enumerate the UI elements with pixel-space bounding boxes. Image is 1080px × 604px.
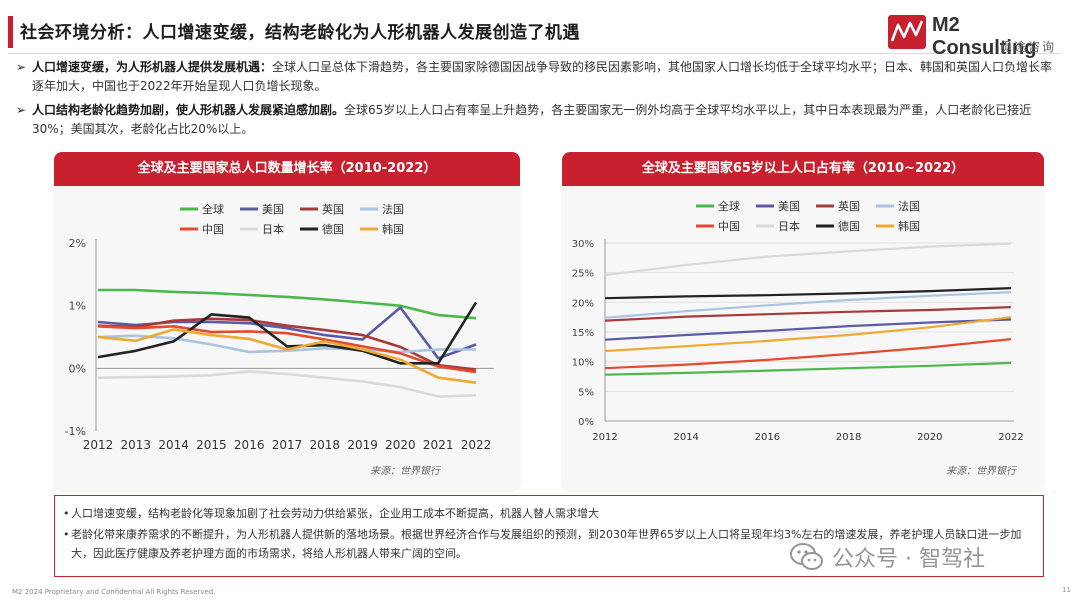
legend-label: 美国 [778, 200, 800, 213]
y-tick-label: 20% [572, 298, 594, 309]
arrow-icon: ➢ [16, 103, 27, 117]
title-divider [8, 53, 1060, 54]
y-tick-label: 15% [572, 328, 594, 339]
chart-source: 来源：世界银行 [946, 466, 1016, 477]
legend-label: 法国 [382, 202, 404, 216]
x-tick-label: 2020 [917, 432, 942, 443]
legend-label: 韩国 [382, 222, 404, 236]
chart-title: 全球及主要国家65岁以上人口占有率（2010~2022） [562, 152, 1044, 186]
m2-logo-icon [888, 15, 926, 49]
legend-label: 全球 [718, 199, 740, 213]
series-line [604, 242, 1012, 277]
x-tick-label: 2022 [461, 438, 492, 452]
bullet-lead: 人口结构老龄化趋势加剧，使人形机器人发展紧迫感加剧。 [32, 103, 345, 117]
x-tick-label: 2017 [272, 438, 303, 452]
y-tick-label: 30% [572, 239, 594, 250]
summary-text: 老龄化带来康养需求的不断提升，为人形机器人提供新的落地场景。根据世界经济合作与发… [71, 528, 1022, 560]
x-tick-label: 2014 [673, 432, 698, 443]
bullet-text: 全球人口呈总体下滑趋势，各主要国家除德国因战争导致的移民因素影响，其他国家人口增… [32, 60, 1053, 93]
x-tick-label: 2019 [347, 438, 378, 452]
y-tick-label: 0% [578, 417, 594, 428]
summary-item: • 人口增速变缓，结构老龄化等现象加剧了社会劳动力供给紧张，企业用工成本不断提高，… [63, 504, 1031, 523]
series-line [604, 361, 1012, 376]
watermark: 公众号 · 智驾社 [790, 540, 985, 574]
chart-card-aging-share: 全球及主要国家65岁以上人口占有率（2010~2022） 全球 美国 英国 法国中国 日… [562, 152, 1044, 490]
y-tick-label: 2% [69, 237, 86, 250]
bullet-lead: 人口增速变缓，为人形机器人提供发展机遇： [32, 60, 273, 74]
bullet-point: ➢ 人口增速变缓，为人形机器人提供发展机遇：全球人口呈总体下滑趋势，各主要国家除… [16, 58, 1056, 96]
summary-item: • 老龄化带来康养需求的不断提升，为人形机器人提供新的落地场景。根据世界经济合作与… [63, 525, 1031, 563]
series-line [604, 316, 1012, 353]
footer-copyright: M2 2024 Proprietary and Confidential All… [12, 588, 216, 596]
chart-source: 来源：世界银行 [370, 466, 440, 477]
legend-label: 英国 [322, 202, 344, 216]
arrow-icon: ➢ [16, 60, 27, 74]
series-line [97, 328, 477, 384]
y-tick-label: 5% [578, 387, 594, 398]
x-tick-label: 2018 [310, 438, 341, 452]
series-line [604, 338, 1012, 370]
bullet-dot-icon: • [63, 507, 70, 520]
title-accent-bar [8, 16, 13, 48]
x-tick-label: 2014 [158, 438, 189, 452]
x-tick-label: 2012 [83, 438, 114, 452]
chart-card-population-growth: 全球及主要国家总人口数量增长率（2010-2022） 全球 美国 英国 法国中国 日本 德… [54, 152, 520, 490]
legend-label: 韩国 [898, 219, 920, 233]
series-line [97, 334, 476, 354]
logo-name: M2 Consulting [932, 14, 1037, 59]
series-line [604, 306, 1012, 322]
chart-title: 全球及主要国家总人口数量增长率（2010-2022） [54, 152, 520, 186]
bullet-point: ➢ 人口结构老龄化趋势加剧，使人形机器人发展紧迫感加剧。全球65岁以上人口占有率… [16, 101, 1056, 139]
legend-label: 英国 [838, 199, 860, 213]
series-line [97, 370, 477, 398]
legend-label: 德国 [838, 219, 860, 233]
legend-label: 全球 [202, 202, 224, 216]
x-tick-label: 2016 [755, 432, 780, 443]
series-line [604, 318, 1012, 341]
y-tick-label: 25% [572, 269, 594, 280]
y-tick-label: 10% [572, 358, 594, 369]
bullet-text: 全球65岁以上人口占有率呈上升趋势，各主要国家无一例外均高于全球平均水平以上，其… [32, 103, 1032, 136]
x-tick-label: 2022 [998, 432, 1023, 443]
legend-label: 日本 [778, 219, 800, 233]
chart-body: 全球 美国 英国 法国中国 日本 德国 韩国 30% 25% 20% 15% 10% 5% 0% 2012 2… [562, 186, 1044, 490]
chart-body: 全球 美国 英国 法国中国 日本 德国 韩国 2% 1% 0% -1% 2012 2013 2014 201… [54, 186, 520, 490]
y-tick-label: 0% [69, 362, 86, 375]
series-line [97, 325, 477, 374]
bullet-dot-icon: • [63, 528, 70, 541]
legend-label: 法国 [898, 199, 920, 213]
x-tick-label: 2021 [423, 438, 454, 452]
watermark-text: 公众号 · 智驾社 [832, 547, 985, 572]
series-line [98, 288, 477, 320]
legend-label: 中国 [718, 220, 740, 233]
series-line [97, 317, 477, 371]
page-title: 社会环境分析：人口增速变缓，结构老龄化为人形机器人发展创造了机遇 [20, 23, 580, 43]
wechat-icon [790, 543, 823, 570]
x-tick-label: 2013 [121, 438, 152, 452]
x-tick-label: 2012 [592, 432, 617, 443]
series-line [604, 291, 1012, 319]
series-line [604, 287, 1012, 300]
summary-box: • 人口增速变缓，结构老龄化等现象加剧了社会劳动力供给紧张，企业用工成本不断提高，… [54, 495, 1044, 577]
x-tick-label: 2015 [196, 438, 227, 452]
legend-label: 德国 [322, 222, 344, 236]
legend-label: 美国 [262, 203, 284, 216]
page-number: 11 [1062, 586, 1071, 594]
legend-label: 中国 [202, 223, 224, 236]
x-tick-label: 2020 [385, 438, 416, 452]
series-line [97, 301, 478, 365]
y-tick-label: -1% [65, 425, 86, 438]
x-tick-label: 2016 [234, 438, 265, 452]
x-tick-label: 2018 [836, 432, 861, 443]
company-logo: M2 Consulting 觅途咨询 [888, 12, 1068, 59]
legend-label: 日本 [262, 222, 284, 236]
y-tick-label: 1% [69, 300, 86, 313]
logo-cn: 觅途咨询 [1000, 40, 1057, 54]
summary-text: 人口增速变缓，结构老龄化等现象加剧了社会劳动力供给紧张，企业用工成本不断提高，机… [71, 507, 599, 520]
